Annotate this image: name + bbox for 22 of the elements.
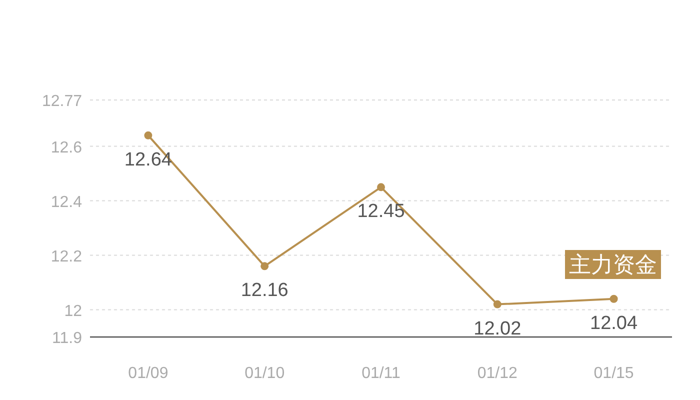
x-tick-label: 01/15 (594, 365, 634, 382)
point (377, 183, 385, 192)
y-tick-label: 12.6 (50, 139, 82, 156)
data-label: 12.45 (357, 201, 405, 222)
y-tick-label: 12 (64, 302, 82, 320)
point (144, 131, 152, 140)
x-tick-label: 01/12 (477, 365, 518, 382)
point (493, 300, 502, 308)
x-tick-label: 01/10 (244, 365, 285, 382)
data-label: 12.04 (590, 312, 638, 334)
x-tick-label: 01/11 (362, 365, 401, 382)
annotation: 主力资金 (569, 252, 657, 277)
data-label: 12.02 (474, 318, 522, 340)
data-label: 12.64 (124, 149, 172, 170)
y-tick-label: 12.4 (50, 194, 82, 211)
y-tick-label: 12.77 (42, 93, 82, 110)
point (610, 294, 618, 303)
y-tick-label: 12.2 (50, 248, 82, 266)
x-tick-label: 01/09 (128, 365, 168, 382)
point (260, 262, 269, 270)
y-tick-label: 11.9 (52, 330, 82, 347)
data-label: 12.16 (240, 280, 288, 302)
